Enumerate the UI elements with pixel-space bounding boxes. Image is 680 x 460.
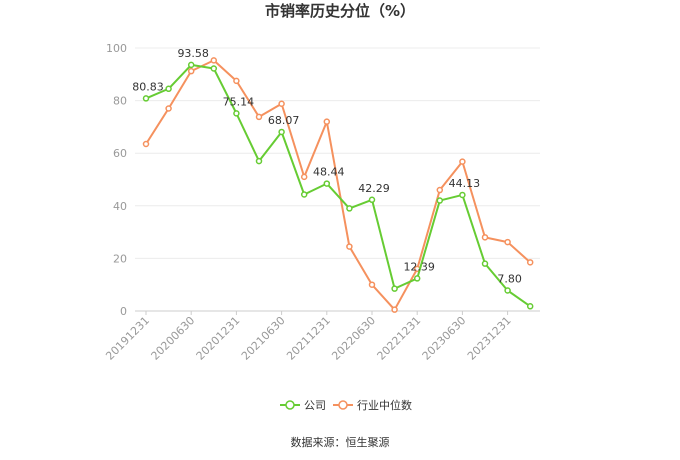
data-label: 7.80 bbox=[497, 272, 522, 285]
data-point bbox=[504, 238, 511, 246]
x-tick-label: 20191231 bbox=[103, 314, 152, 363]
data-label: 44.13 bbox=[449, 177, 481, 190]
y-tick-label: 20 bbox=[113, 252, 127, 265]
data-point bbox=[391, 306, 398, 313]
data-point bbox=[300, 191, 308, 198]
data-point bbox=[459, 191, 466, 199]
x-tick-label: 20200630 bbox=[149, 314, 198, 363]
y-tick-label: 0 bbox=[120, 305, 127, 318]
data-point bbox=[459, 158, 466, 165]
data-point bbox=[278, 128, 285, 136]
data-point bbox=[391, 285, 398, 292]
data-label: 68.07 bbox=[268, 114, 300, 127]
legend-item-1[interactable]: 行业中位数 bbox=[333, 398, 412, 412]
x-tick-label: 20230630 bbox=[420, 314, 469, 363]
data-point bbox=[278, 100, 285, 108]
x-tick-label: 20201231 bbox=[194, 314, 243, 363]
data-label: 75.14 bbox=[223, 95, 255, 108]
x-tick-label: 20221231 bbox=[375, 314, 424, 363]
data-label: 12.39 bbox=[403, 260, 435, 273]
source-text: 数据来源：恒生聚源 bbox=[291, 435, 390, 449]
grid-lines bbox=[135, 47, 540, 312]
legend-swatch-marker bbox=[285, 400, 295, 410]
data-point bbox=[481, 260, 489, 267]
data-point bbox=[233, 77, 240, 85]
data-point bbox=[210, 65, 218, 72]
series-layer bbox=[142, 57, 534, 313]
data-point bbox=[346, 243, 353, 250]
legend-swatch-marker bbox=[338, 400, 348, 410]
data-point bbox=[346, 205, 353, 212]
data-label: 93.58 bbox=[177, 47, 209, 60]
data-point bbox=[526, 303, 534, 310]
x-tick-label: 20211231 bbox=[284, 314, 333, 363]
x-tick-label: 20220630 bbox=[329, 314, 378, 363]
data-point bbox=[413, 275, 421, 282]
data-label: 48.44 bbox=[313, 166, 345, 179]
data-point bbox=[233, 110, 240, 117]
data-point bbox=[368, 196, 376, 204]
data-point bbox=[504, 287, 511, 294]
legend-item-0[interactable]: 公司 bbox=[280, 399, 326, 412]
legend-label: 行业中位数 bbox=[357, 398, 412, 412]
data-label: 80.83 bbox=[132, 80, 164, 93]
legend-label: 公司 bbox=[304, 399, 326, 412]
data-point bbox=[210, 57, 218, 64]
data-point bbox=[323, 118, 331, 125]
data-labels: 80.83 93.58 75.14 68.07 48.44 42.29 12.39 44.13… bbox=[132, 47, 522, 286]
data-label: 42.29 bbox=[358, 182, 390, 195]
data-point bbox=[323, 180, 331, 187]
data-point bbox=[526, 259, 534, 266]
series-line-0 bbox=[145, 63, 531, 308]
y-axis-ticks: 0 20 40 60 80 100 bbox=[106, 42, 127, 318]
data-point bbox=[165, 105, 172, 112]
data-point bbox=[255, 157, 263, 165]
y-tick-label: 40 bbox=[113, 200, 127, 213]
data-point bbox=[187, 67, 195, 75]
x-tick-label: 20210630 bbox=[239, 314, 288, 363]
data-point bbox=[255, 113, 263, 121]
data-point bbox=[368, 281, 376, 288]
chart-title: 市销率历史分位（%） bbox=[265, 2, 415, 20]
data-point bbox=[436, 186, 444, 194]
data-point bbox=[481, 234, 489, 241]
y-tick-label: 60 bbox=[113, 147, 127, 160]
legend[interactable]: 公司 行业中位数 bbox=[280, 398, 412, 412]
data-point bbox=[142, 140, 150, 148]
x-axis: 2019123120200630202012312021063020211231… bbox=[103, 311, 514, 363]
data-point bbox=[436, 197, 444, 204]
data-point bbox=[142, 95, 150, 102]
y-tick-label: 80 bbox=[113, 95, 127, 108]
series-line-1 bbox=[145, 59, 531, 311]
y-tick-label: 100 bbox=[106, 42, 127, 55]
data-point bbox=[187, 61, 195, 69]
data-point bbox=[165, 85, 172, 93]
data-point bbox=[300, 173, 308, 181]
x-tick-label: 20231231 bbox=[465, 314, 514, 363]
